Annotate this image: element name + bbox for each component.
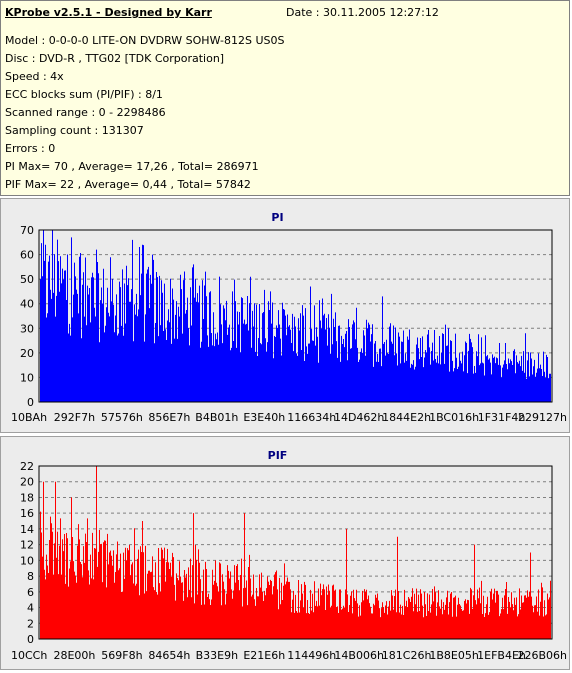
x-tick-label: 226B06h — [517, 649, 567, 662]
x-tick-label: 1B8E05h — [429, 649, 478, 662]
y-tick-label: 8 — [27, 570, 34, 583]
x-tick-label: 10BAh — [11, 411, 47, 424]
chart-title: PI — [271, 211, 283, 224]
y-tick-label: 0 — [27, 633, 34, 646]
bar-series — [40, 466, 551, 639]
info-sampling-count: Sampling count : 131307 — [5, 124, 144, 137]
x-tick-label: 84654h — [148, 649, 190, 662]
info-disc: Disc : DVD-R , TTG02 [TDK Corporation] — [5, 52, 225, 65]
y-tick-label: 16 — [20, 507, 34, 520]
info-pif-stats: PIF Max= 22 , Average= 0,44 , Total= 578… — [5, 178, 251, 191]
app-title: KProbe v2.5.1 - Designed by Karr — [5, 6, 212, 19]
y-tick-label: 12 — [20, 539, 34, 552]
x-tick-label: E21E6h — [243, 649, 285, 662]
x-tick-label: 569F8h — [101, 649, 142, 662]
info-pi-stats: PI Max= 70 , Average= 17,26 , Total= 286… — [5, 160, 259, 173]
y-tick-label: 40 — [20, 298, 34, 311]
y-tick-label: 10 — [20, 554, 34, 567]
y-tick-label: 0 — [27, 396, 34, 409]
x-tick-label: 181C26h — [382, 649, 432, 662]
y-tick-label: 20 — [20, 476, 34, 489]
pif-chart-panel: PIF 0 2 4 6 8 10 12 14 16 18 20 22 10CCh 28E00h 569F8h 8… — [0, 436, 570, 670]
y-tick-label: 14 — [20, 523, 34, 536]
x-tick-label: 292F7h — [54, 411, 95, 424]
x-tick-label: 1EFB4Eh — [477, 649, 526, 662]
plot-frame — [38, 465, 553, 640]
info-ecc-blocks: ECC blocks sum (PI/PIF) : 8/1 — [5, 88, 163, 101]
x-tick-label: 1F31F4h — [478, 411, 526, 424]
info-scanned-range: Scanned range : 0 - 2298486 — [5, 106, 166, 119]
info-panel: KProbe v2.5.1 - Designed by Karr Date : … — [0, 0, 570, 196]
x-tick-label: 1844E2h — [382, 411, 431, 424]
info-model: Model : 0-0-0-0 LITE-ON DVDRW SOHW-812S … — [5, 34, 285, 47]
scan-date: Date : 30.11.2005 12:27:12 — [286, 6, 439, 19]
plot-frame — [38, 229, 553, 403]
x-tick-label: 856E7h — [148, 411, 190, 424]
x-tick-label: 57576h — [101, 411, 143, 424]
x-tick-label: B4B01h — [195, 411, 238, 424]
y-tick-label: 60 — [20, 249, 34, 262]
y-tick-label: 10 — [20, 371, 34, 384]
x-tick-label: 114496h — [287, 649, 336, 662]
y-tick-label: 50 — [20, 273, 34, 286]
x-tick-label: E3E40h — [243, 411, 285, 424]
x-tick-label: 28E00h — [53, 649, 95, 662]
y-tick-label: 4 — [27, 602, 34, 615]
y-tick-label: 22 — [20, 460, 34, 473]
y-tick-label: 18 — [20, 491, 34, 504]
chart-title: PIF — [268, 449, 288, 462]
x-tick-label: B33E9h — [196, 649, 238, 662]
x-tick-label: 10CCh — [11, 649, 47, 662]
pif-chart: PIF 0 2 4 6 8 10 12 14 16 18 20 22 10CCh 28E00h 569F8h 8… — [11, 449, 567, 662]
info-speed: Speed : 4x — [5, 70, 64, 83]
bar-series — [40, 230, 551, 402]
pi-chart: PI 0 10 20 30 40 50 60 70 10BAh 292F7h 57576h 856E7h… — [11, 211, 567, 424]
y-tick-label: 70 — [20, 224, 34, 237]
x-tick-label: 1BC016h — [429, 411, 479, 424]
x-tick-label: 116634h — [287, 411, 336, 424]
info-errors: Errors : 0 — [5, 142, 56, 155]
x-tick-label: 14D462h — [334, 411, 384, 424]
x-tick-label: 229127h — [518, 411, 567, 424]
x-tick-label: 14B006h — [334, 649, 384, 662]
y-tick-label: 2 — [27, 617, 34, 630]
y-tick-label: 20 — [20, 347, 34, 360]
y-tick-label: 6 — [27, 586, 34, 599]
y-tick-label: 30 — [20, 322, 34, 335]
pi-chart-panel: PI 0 10 20 30 40 50 60 70 10BAh 292F7h 57576h 856E7h… — [0, 198, 570, 433]
